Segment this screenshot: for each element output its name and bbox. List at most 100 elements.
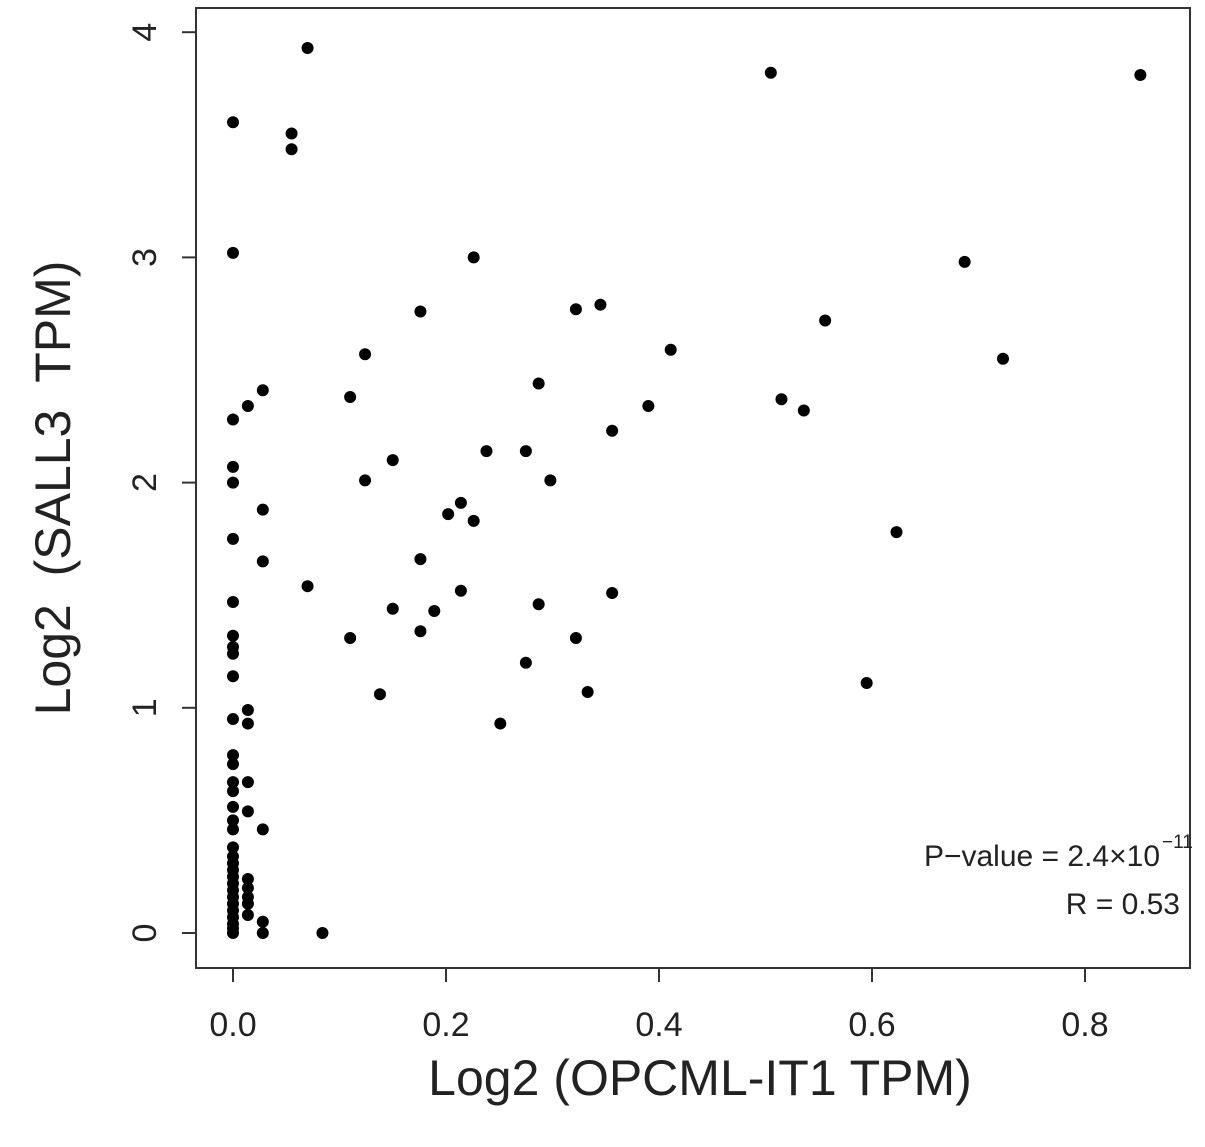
data-point (519, 445, 532, 458)
data-point (227, 460, 239, 473)
data-point (359, 474, 372, 487)
y-tick-label: 4 (126, 23, 164, 42)
x-tick-label: 0.0 (209, 1006, 256, 1044)
data-point (241, 897, 254, 910)
data-point (642, 400, 655, 413)
x-tick-label: 0.8 (1061, 1006, 1108, 1044)
data-point (519, 656, 532, 669)
pvalue-annotation: P−value = 2.4×10 (924, 840, 1160, 873)
data-point (285, 127, 298, 140)
data-point (532, 598, 545, 611)
data-point (373, 688, 386, 701)
data-point (227, 629, 239, 642)
x-axis-label: Log2 (OPCML-IT1 TPM) (428, 1050, 972, 1106)
data-point (606, 586, 619, 599)
data-point (386, 454, 399, 467)
data-point (594, 298, 607, 311)
data-point (227, 670, 239, 683)
data-point (227, 647, 239, 660)
y-tick-label: 1 (126, 698, 164, 717)
data-point (414, 625, 427, 638)
data-point (227, 841, 239, 854)
data-point (227, 785, 239, 798)
data-point (494, 717, 507, 730)
y-axis: 0 1 2 3 4 (126, 23, 196, 943)
x-tick-label: 0.2 (422, 1006, 469, 1044)
data-point (544, 474, 557, 487)
data-point (241, 908, 254, 921)
data-point (285, 143, 298, 156)
data-point (958, 255, 971, 268)
data-point (860, 677, 873, 690)
data-point (581, 686, 594, 699)
data-point (241, 881, 254, 894)
data-point (467, 514, 480, 527)
data-point (227, 595, 239, 608)
data-point (797, 404, 810, 417)
data-point (569, 631, 582, 644)
data-point (414, 553, 427, 566)
data-point (227, 800, 239, 813)
data-point (241, 717, 254, 730)
data-point (241, 872, 254, 885)
y-tick-label: 3 (126, 248, 164, 267)
data-point (301, 580, 314, 593)
data-point (301, 41, 314, 54)
data-point (359, 348, 372, 361)
data-points (227, 41, 1147, 939)
data-point (454, 496, 467, 509)
data-point (569, 303, 582, 316)
data-point (467, 251, 480, 264)
data-point (227, 532, 239, 545)
data-point (227, 116, 239, 129)
data-point (256, 503, 269, 516)
data-point (256, 823, 269, 836)
data-point (227, 476, 239, 489)
data-point (454, 584, 467, 597)
data-point (819, 314, 832, 327)
data-point (256, 927, 269, 939)
data-point (227, 823, 239, 836)
data-point (775, 393, 788, 406)
data-point (664, 343, 677, 356)
data-point (227, 749, 239, 762)
data-point (241, 805, 254, 818)
data-point (890, 526, 903, 539)
data-point (480, 445, 493, 458)
data-point (764, 66, 777, 79)
data-point (227, 413, 239, 426)
data-point (414, 305, 427, 318)
data-point (256, 384, 269, 397)
data-point (241, 776, 254, 789)
x-tick-label: 0.6 (848, 1006, 895, 1044)
y-tick-label: 2 (126, 473, 164, 492)
data-point (344, 631, 357, 644)
data-point (386, 602, 399, 615)
data-point (442, 508, 455, 521)
data-point (241, 400, 254, 413)
data-point (532, 377, 545, 390)
data-point (606, 424, 619, 437)
data-point (241, 704, 254, 717)
data-point (316, 927, 329, 939)
data-point (256, 555, 269, 568)
x-axis: 0.0 0.2 0.4 0.6 0.8 (209, 967, 1109, 1044)
data-point (227, 713, 239, 726)
y-axis-label: Log2 (SALL3 TPM) (25, 261, 81, 716)
data-point (256, 915, 269, 928)
data-point (227, 758, 239, 771)
y-tick-label: 0 (126, 924, 164, 943)
r-annotation: R = 0.53 (1066, 888, 1180, 921)
pvalue-exponent: −11 (1162, 832, 1193, 853)
data-point (227, 776, 239, 789)
data-point (227, 927, 239, 939)
data-point (227, 246, 239, 259)
data-point (344, 391, 357, 404)
data-point (428, 604, 441, 617)
data-point (1134, 68, 1147, 81)
data-point (996, 352, 1009, 365)
x-tick-label: 0.4 (635, 1006, 682, 1044)
plot-frame (195, 7, 1191, 969)
data-point (227, 814, 239, 827)
